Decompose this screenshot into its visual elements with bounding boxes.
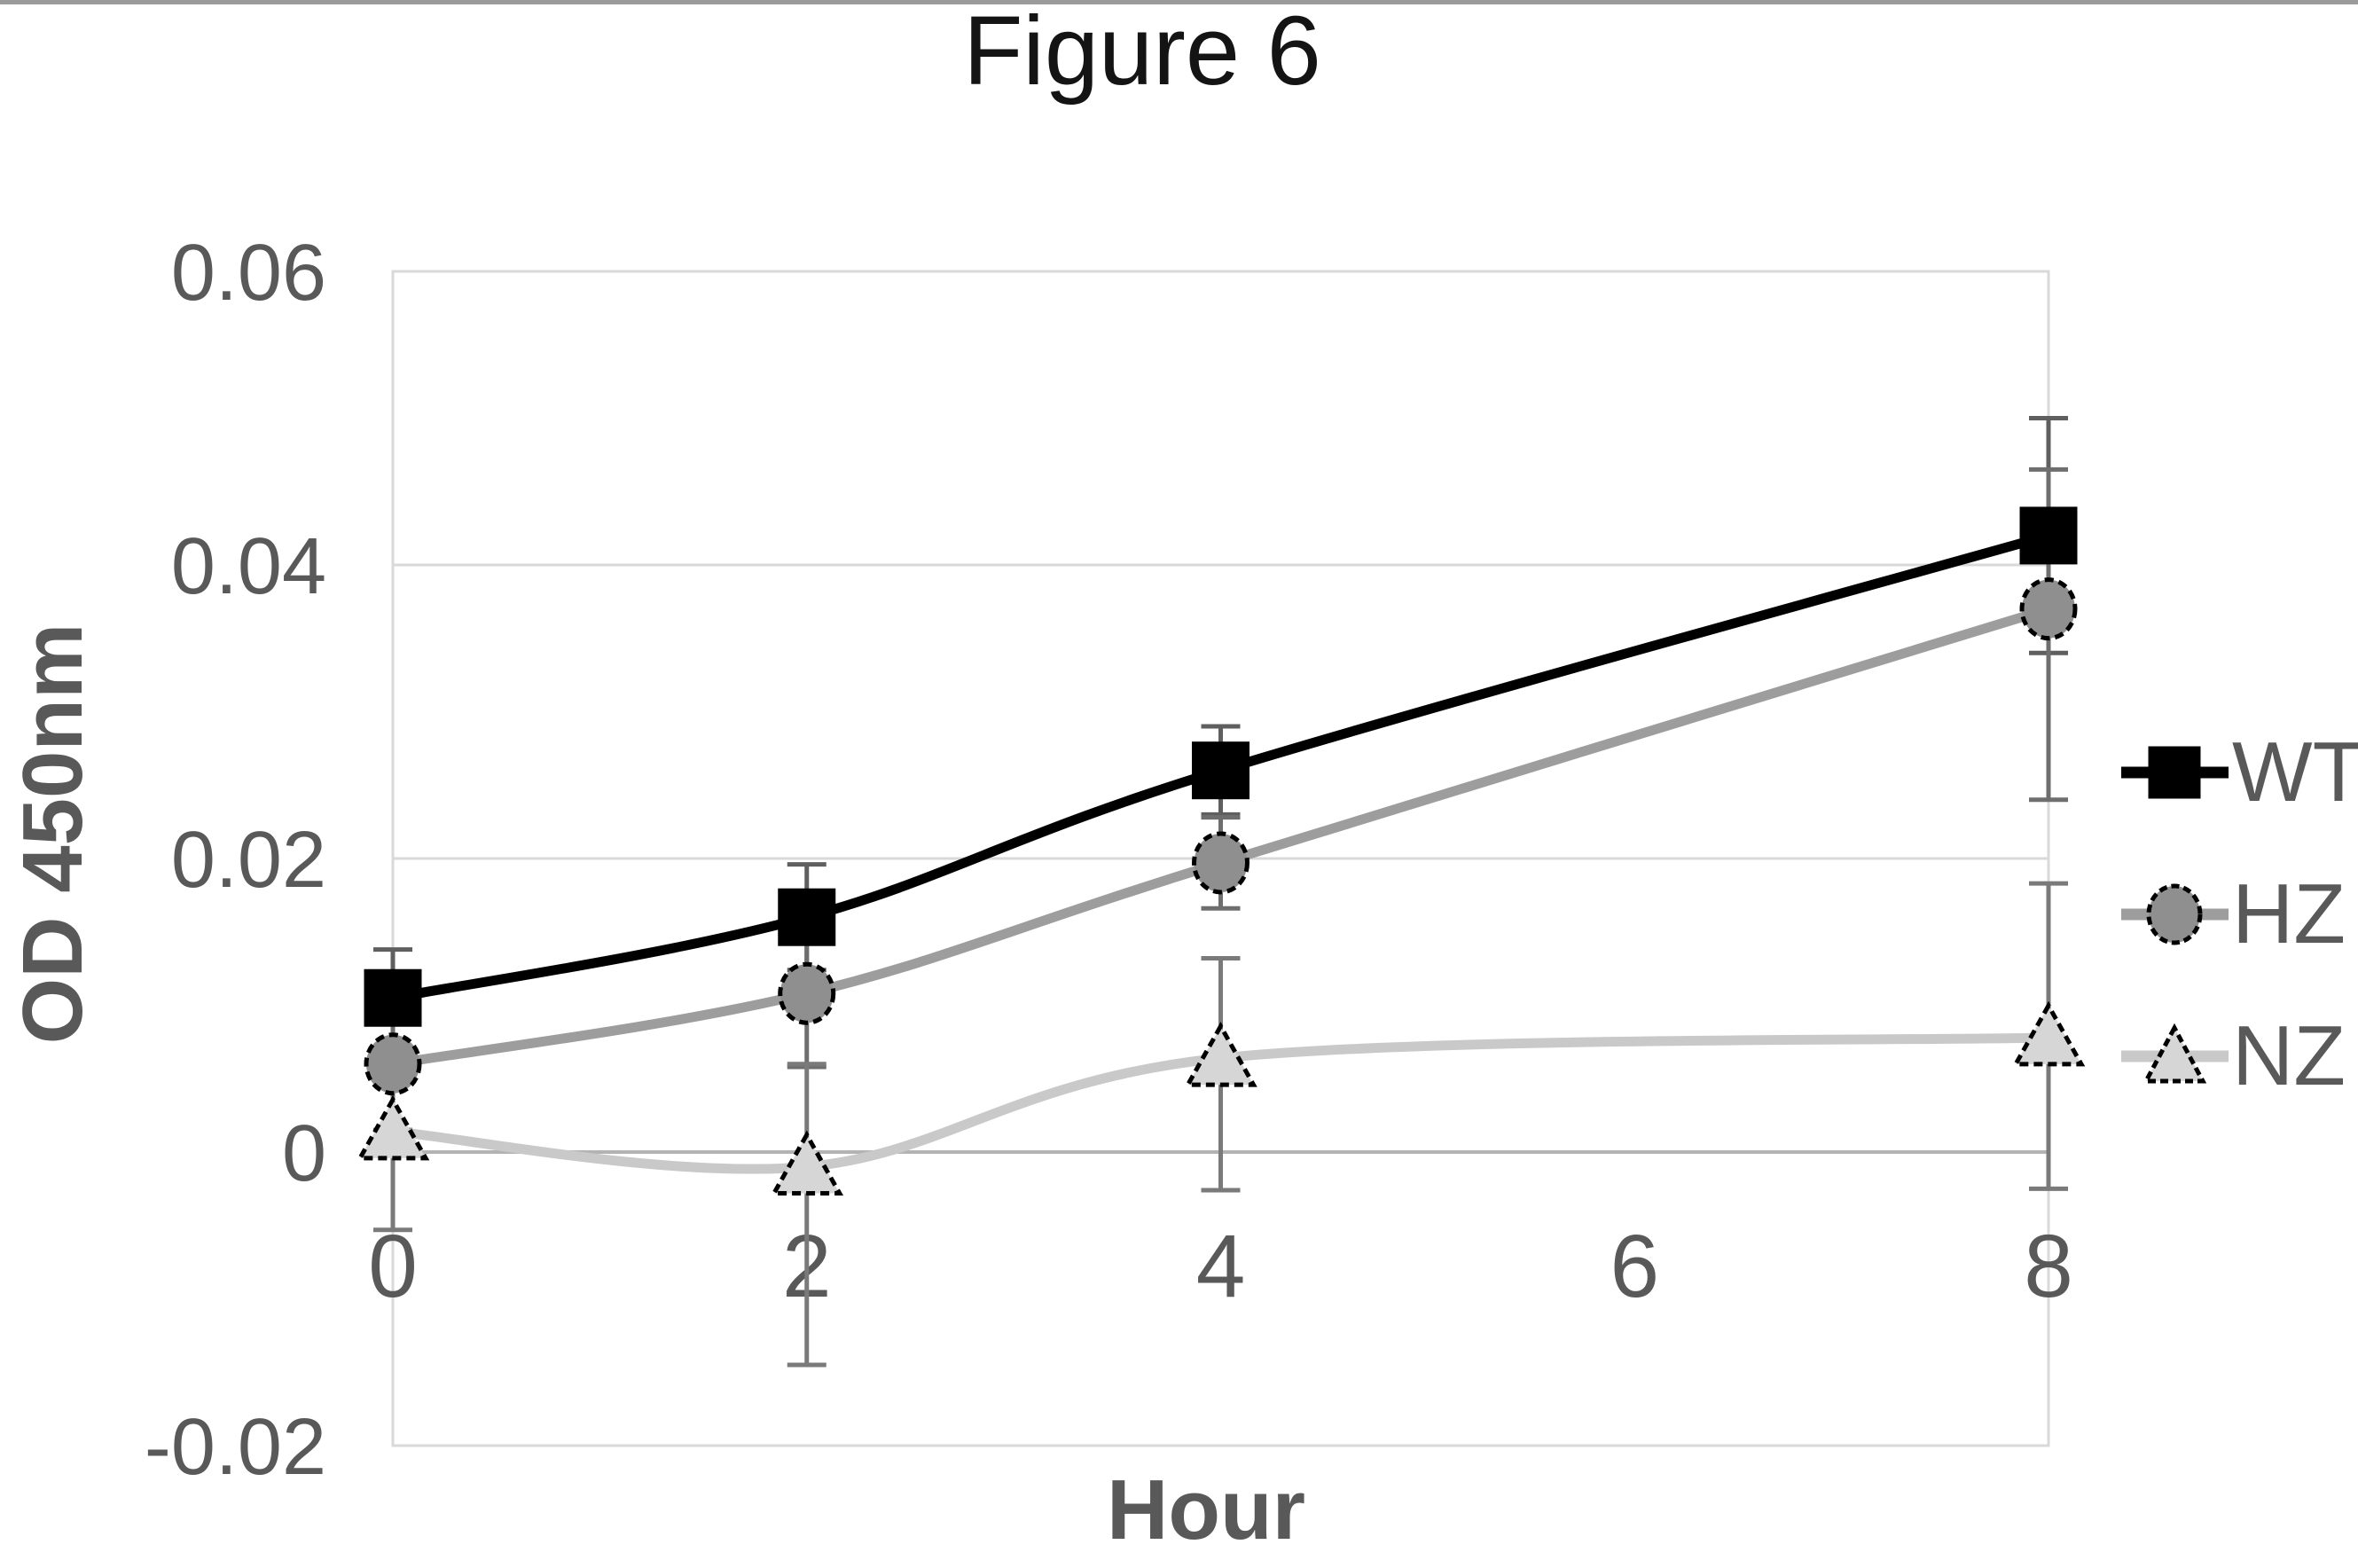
plot-border xyxy=(391,270,2050,1447)
marker-triangle-NZ xyxy=(356,1094,430,1161)
series-line-NZ xyxy=(388,1032,2054,1174)
marker-square-WT xyxy=(778,888,836,946)
nz-triangle-icon xyxy=(2121,1023,2229,1084)
y-tick-label: 0.06 xyxy=(171,229,326,318)
series-line-HZ xyxy=(388,604,2054,1070)
legend-label-hz: HZ xyxy=(2232,866,2346,961)
marker-circle-HZ xyxy=(364,1032,422,1096)
x-tick-label: 8 xyxy=(2024,1217,2073,1316)
marker-circle-HZ xyxy=(1192,831,1250,895)
x-tick-label: 4 xyxy=(1196,1217,1246,1316)
marker-triangle-NZ xyxy=(2011,1000,2086,1067)
marker-circle-HZ xyxy=(2019,577,2078,641)
wt-square-icon xyxy=(2121,746,2229,799)
y-tick-label: -0.02 xyxy=(145,1403,326,1492)
y-tick-label: 0.02 xyxy=(171,816,326,905)
marker-square-WT xyxy=(364,968,422,1027)
y-tick-label: 0.04 xyxy=(171,522,326,611)
y-axis-title: OD 450nm xyxy=(5,623,100,1045)
legend-label-wt: WT xyxy=(2232,725,2358,819)
series-line-WT xyxy=(388,530,2054,1003)
legend-label-nz: NZ xyxy=(2232,1008,2346,1103)
marker-square-WT xyxy=(1192,741,1250,800)
chart-title: Figure 6 xyxy=(963,0,1321,106)
y-tick-label: 0 xyxy=(282,1109,326,1198)
hz-circle-icon xyxy=(2121,883,2229,945)
marker-circle-HZ xyxy=(778,961,836,1025)
legend-item-wt: WT xyxy=(2119,725,2358,819)
legend-item-nz: NZ xyxy=(2119,1008,2346,1103)
marker-square-WT xyxy=(2019,506,2078,565)
x-tick-label: 6 xyxy=(1610,1217,1659,1316)
x-tick-label: 0 xyxy=(368,1217,418,1316)
marker-triangle-NZ xyxy=(1184,1021,1257,1087)
marker-triangle-NZ xyxy=(770,1130,844,1196)
legend-item-hz: HZ xyxy=(2119,866,2346,961)
top-edge-line xyxy=(0,0,2358,4)
x-axis-title: Hour xyxy=(1107,1462,1305,1557)
